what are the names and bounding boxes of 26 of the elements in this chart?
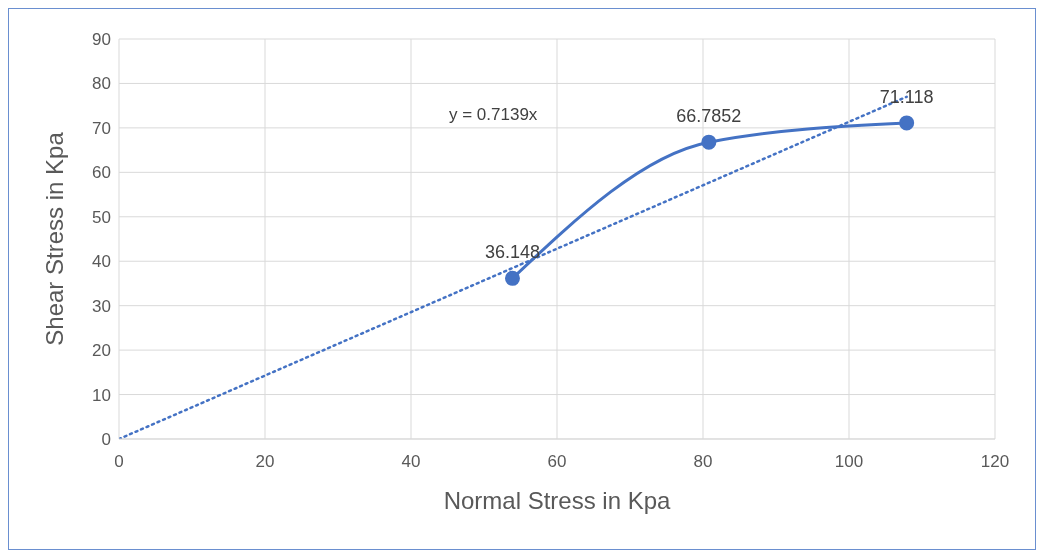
x-tick-label: 100 [834, 452, 864, 472]
y-tick-label: 0 [101, 430, 111, 450]
y-axis-title: Shear Stress in Kpa [40, 131, 68, 346]
annotation: y = 0.7139x [449, 105, 538, 125]
x-axis-title: Normal Stress in Kpa [443, 487, 672, 514]
point [504, 270, 520, 286]
x-tick-label: 0 [114, 452, 124, 472]
x-tick-label: 40 [401, 452, 421, 472]
x-tick-label: 20 [255, 452, 275, 472]
y-tick-label: 80 [92, 74, 111, 94]
x-tick-label: 60 [547, 452, 567, 472]
x-tick-label: 80 [693, 452, 713, 472]
y-tick-label: 30 [92, 296, 111, 316]
point [701, 134, 717, 150]
data-label: 66.7852 [676, 106, 742, 127]
y-tick-label: 20 [92, 341, 111, 361]
data-label: 71.118 [879, 86, 934, 107]
y-tick-label: 60 [92, 163, 111, 183]
y-tick-label: 40 [92, 252, 111, 272]
y-tick-label: 90 [92, 30, 111, 50]
y-tick-label: 10 [92, 385, 111, 405]
y-tick-label: 70 [92, 118, 111, 138]
point [899, 115, 915, 131]
x-tick-label: 120 [980, 452, 1010, 472]
y-tick-label: 50 [92, 207, 111, 227]
data-label: 36.148 [484, 242, 540, 263]
